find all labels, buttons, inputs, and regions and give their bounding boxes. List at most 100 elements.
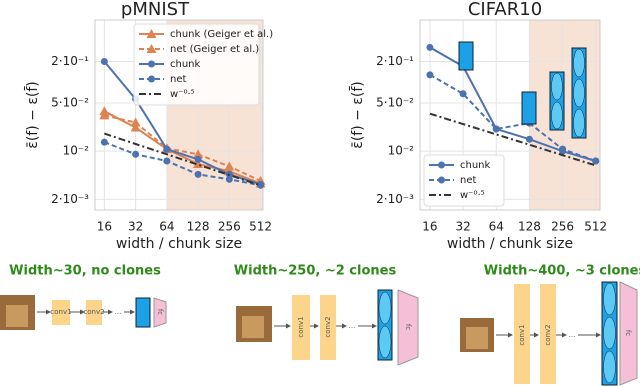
- x-tick-label: 512: [249, 220, 272, 234]
- layer: [540, 284, 556, 384]
- series-line: [103, 110, 261, 185]
- charts: 2·10⁻³ 10⁻² 5·10⁻² 2·10⁻¹ 16 32 64 128 256 512 pMN…: [23, 0, 607, 252]
- clone: [378, 291, 392, 325]
- chunk-glyphs: [458, 41, 587, 139]
- x-tick-label: 16: [422, 220, 437, 234]
- diagram: Width~250, ~2 clones conv1 conv2 ... fc: [234, 264, 419, 366]
- x-tick-label: 64: [159, 220, 174, 234]
- layer-label: conv1: [50, 308, 71, 316]
- chart-title: pMNIST: [121, 0, 190, 20]
- layer: [52, 300, 70, 325]
- data-point: [163, 157, 171, 165]
- clone: [603, 282, 616, 316]
- data-point: [130, 122, 141, 132]
- clone: [603, 350, 616, 384]
- x-axis-label: width / chunk size: [447, 236, 573, 252]
- y-tick-label: 10⁻²: [388, 144, 415, 158]
- y-tick-label: 5·10⁻²: [51, 95, 89, 109]
- series-line: [104, 132, 261, 187]
- clone: [551, 72, 563, 101]
- legend-marker: [146, 44, 157, 53]
- legend-box: [133, 23, 260, 106]
- x-tick-label: 16: [97, 220, 112, 234]
- data-point: [426, 71, 434, 79]
- clone: [603, 316, 616, 350]
- y-tick-label: 2·10⁻¹: [376, 54, 414, 68]
- layer-label: conv2: [324, 316, 332, 337]
- data-point: [492, 125, 500, 133]
- data-point: [132, 150, 140, 158]
- layer-label: conv2: [544, 324, 552, 345]
- legend-marker: [438, 161, 445, 169]
- y-tick-label: 2·10⁻³: [51, 192, 89, 206]
- data-point: [193, 149, 204, 159]
- data-point: [257, 181, 265, 189]
- series-line: [429, 46, 596, 162]
- legend-label: chunk: [170, 59, 201, 70]
- layer: [320, 295, 336, 360]
- diagram-title: Width~250, ~2 clones: [234, 264, 397, 279]
- x-tick-label: 64: [489, 220, 504, 234]
- layer-label: conv2: [83, 308, 104, 316]
- chart: 2·10⁻³ 10⁻² 5·10⁻² 2·10⁻¹ 16 32 64 128 256 512 pMN…: [23, 0, 273, 252]
- layer-label: fc: [624, 330, 632, 336]
- data-point: [225, 175, 233, 183]
- legend-marker: [148, 60, 155, 68]
- legend-label: chunk: [460, 160, 491, 171]
- diagram: Width~30, no clones conv1 conv2 ... fc: [0, 264, 167, 330]
- legend-label: net: [170, 74, 186, 85]
- legend-label: w⁻⁰·⁵: [460, 190, 485, 201]
- data-point: [163, 145, 171, 153]
- fc-layer: [153, 297, 167, 328]
- chunk-glyph: [458, 41, 474, 71]
- layer-label: ...: [349, 322, 356, 330]
- x-axis-label: width / chunk size: [116, 236, 242, 252]
- diagram-title: Width~400, ~3 clones: [484, 264, 640, 279]
- layer-label: fc: [156, 309, 164, 315]
- chunk-glyph: [521, 91, 537, 125]
- chart-title: CIFAR10: [468, 0, 542, 20]
- data-point: [224, 161, 235, 171]
- clone: [551, 101, 563, 130]
- chart: 2·10⁻³ 10⁻² 5·10⁻² 2·10⁻¹ 16 32 64 128 256 512 CIF…: [348, 0, 607, 252]
- layer-label: fc: [404, 324, 412, 330]
- clone: [573, 108, 585, 138]
- input-image: [6, 305, 28, 327]
- legend-label: chunk (Geiger et al.): [170, 29, 273, 40]
- data-point: [100, 138, 108, 146]
- legend-marker: [148, 75, 155, 83]
- legend-marker: [438, 176, 445, 184]
- data-point: [130, 117, 141, 127]
- y-axis-label: ε̄(f) − ε(f̄): [23, 81, 41, 148]
- layer-label: ...: [569, 331, 576, 339]
- legend-label: w⁻⁰·⁵: [170, 89, 195, 100]
- clone: [378, 325, 392, 359]
- clone: [573, 78, 585, 108]
- x-tick-label: 32: [128, 220, 143, 234]
- chunk-layer: [135, 297, 151, 328]
- x-tick-label: 32: [455, 220, 470, 234]
- data-point: [100, 57, 108, 65]
- data-point: [194, 170, 202, 178]
- data-point: [194, 155, 202, 163]
- y-tick-label: 2·10⁻¹: [51, 54, 89, 68]
- clone: [573, 48, 585, 78]
- diagram: Width~400, ~3 clones conv1 conv2 ... fc: [460, 264, 640, 386]
- legend-box: [423, 154, 505, 207]
- series-line: [104, 114, 262, 182]
- series-line: [429, 73, 597, 162]
- y-tick-label: 10⁻²: [63, 144, 90, 158]
- x-tick-label: 256: [218, 220, 241, 234]
- x-tick-label: 128: [187, 220, 210, 234]
- layer: [292, 295, 310, 360]
- data-point: [99, 110, 110, 120]
- series-line: [429, 112, 597, 167]
- data-point: [426, 43, 434, 51]
- layer-label: ...: [115, 308, 122, 316]
- x-tick-label: 512: [584, 220, 607, 234]
- y-tick-label: 2·10⁻³: [376, 192, 414, 206]
- legend-label: net (Geiger et al.): [170, 44, 259, 55]
- plot-frame: [419, 19, 601, 211]
- legend: chunk (Geiger et al.) net (Geiger et al.)…: [133, 23, 273, 106]
